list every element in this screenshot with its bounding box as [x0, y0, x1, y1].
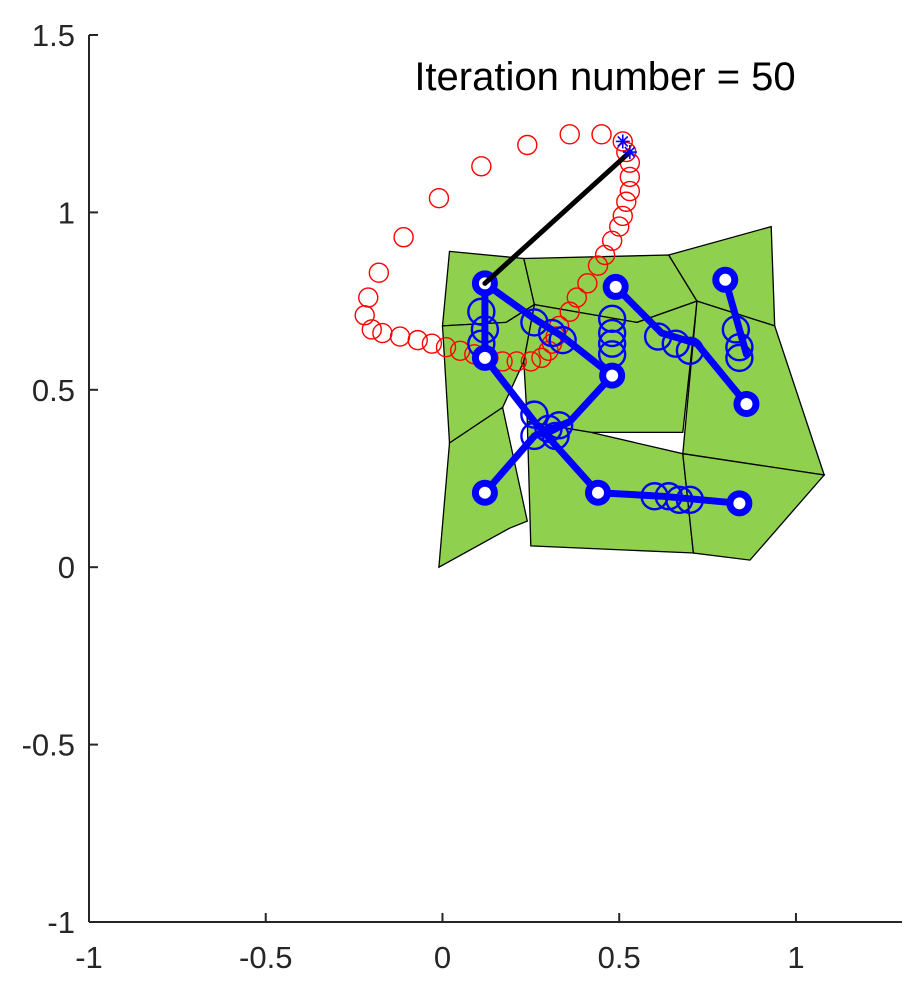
x-tick-label: 0.5 — [598, 940, 641, 975]
x-tick-label: -1 — [75, 940, 103, 975]
skeleton-joint — [471, 479, 498, 506]
y-tick-label: -1 — [47, 905, 75, 940]
trajectory-point — [407, 329, 428, 351]
trajectory-point — [471, 156, 492, 177]
trajectory-point — [609, 216, 630, 237]
skeleton-ring — [675, 336, 705, 365]
target-marker — [622, 145, 637, 160]
skeleton-joint — [712, 266, 739, 293]
trajectory-point — [358, 287, 379, 308]
x-tick-label: 0 — [434, 940, 451, 975]
trajectory-point — [591, 124, 612, 145]
y-tick-label: 0.5 — [32, 373, 75, 408]
skeleton-joint — [733, 390, 760, 417]
skeleton-joint — [599, 362, 626, 389]
trajectory-point — [559, 301, 580, 322]
skeleton-joint — [471, 344, 498, 371]
target-marker — [615, 134, 630, 149]
skeleton-joint — [726, 490, 753, 517]
skeleton-ring — [725, 333, 754, 362]
trajectory-point — [393, 227, 414, 248]
trajectory-point — [612, 131, 633, 152]
chart-title: Iteration number = 50 — [414, 55, 795, 99]
trajectory-point — [520, 351, 542, 372]
y-axis-ticks: -1 -0.5 0 0.5 1 1.5 — [22, 18, 98, 940]
trajectory-point — [506, 351, 527, 372]
target-marker-stroke — [617, 135, 629, 148]
skeleton-ring — [467, 297, 496, 326]
skeleton-ring — [721, 315, 751, 344]
skeleton-ring — [661, 329, 690, 358]
patch-5 — [682, 300, 826, 476]
link-line — [482, 149, 633, 286]
skeleton-ring — [541, 421, 570, 451]
y-tick-label: 1.5 — [32, 18, 75, 53]
x-tick-label: -0.5 — [239, 940, 292, 975]
trajectory-point — [601, 230, 623, 251]
patches-layer — [438, 225, 826, 569]
skeleton-ring — [675, 485, 705, 514]
skeleton-ring — [665, 485, 694, 514]
trajectory-point — [566, 287, 587, 308]
skeleton-ring — [643, 322, 673, 351]
skeleton-ring — [520, 421, 549, 451]
skeleton-ring — [470, 315, 500, 344]
trajectory-point — [435, 337, 457, 358]
skeleton-segment-4 — [545, 418, 574, 436]
trajectory-point — [612, 205, 633, 227]
trajectory-point — [559, 124, 580, 145]
skeleton-ring — [597, 329, 627, 358]
trajectory-point — [421, 333, 443, 354]
y-tick-label: 1 — [58, 195, 75, 230]
skeleton-ring — [548, 325, 577, 355]
trajectory-point — [531, 347, 552, 369]
skeleton-ring — [520, 308, 549, 337]
trajectory-point — [577, 273, 598, 294]
trajectory-point — [368, 262, 390, 283]
trajectory-point — [619, 166, 641, 188]
trajectory-point — [361, 319, 382, 340]
skeleton-ring — [544, 411, 574, 440]
skeleton-segment-2 — [612, 283, 750, 408]
trajectory-point — [587, 255, 609, 276]
trajectory-point — [517, 134, 538, 156]
trajectory-point — [619, 180, 641, 202]
skeleton-layer — [467, 266, 760, 517]
trajectory-point — [372, 322, 393, 344]
trajectory-point — [616, 191, 637, 212]
y-tick-label: -0.5 — [22, 728, 75, 763]
y-tick-label: 0 — [58, 550, 75, 585]
skeleton-ring — [597, 318, 627, 348]
trajectory-point — [594, 244, 616, 266]
x-tick-label: 1 — [787, 940, 804, 975]
link-layer — [482, 134, 637, 286]
trajectory-point — [428, 188, 450, 209]
skeleton-ring — [654, 482, 683, 511]
trajectory-point — [354, 305, 375, 326]
axes-layer: -1 -0.5 0 0.5 1 -1 -0.5 0 0.5 1 1.5 — [22, 18, 902, 975]
skeleton-ring — [725, 343, 754, 373]
skeleton-ring — [534, 414, 563, 444]
x-axis-ticks: -1 -0.5 0 0.5 1 — [75, 913, 805, 975]
patch-8 — [682, 452, 826, 561]
trajectory-point — [389, 326, 411, 347]
skeleton-joint — [602, 273, 629, 300]
skeleton-joint — [585, 479, 612, 506]
target-marker-stroke — [624, 146, 636, 158]
